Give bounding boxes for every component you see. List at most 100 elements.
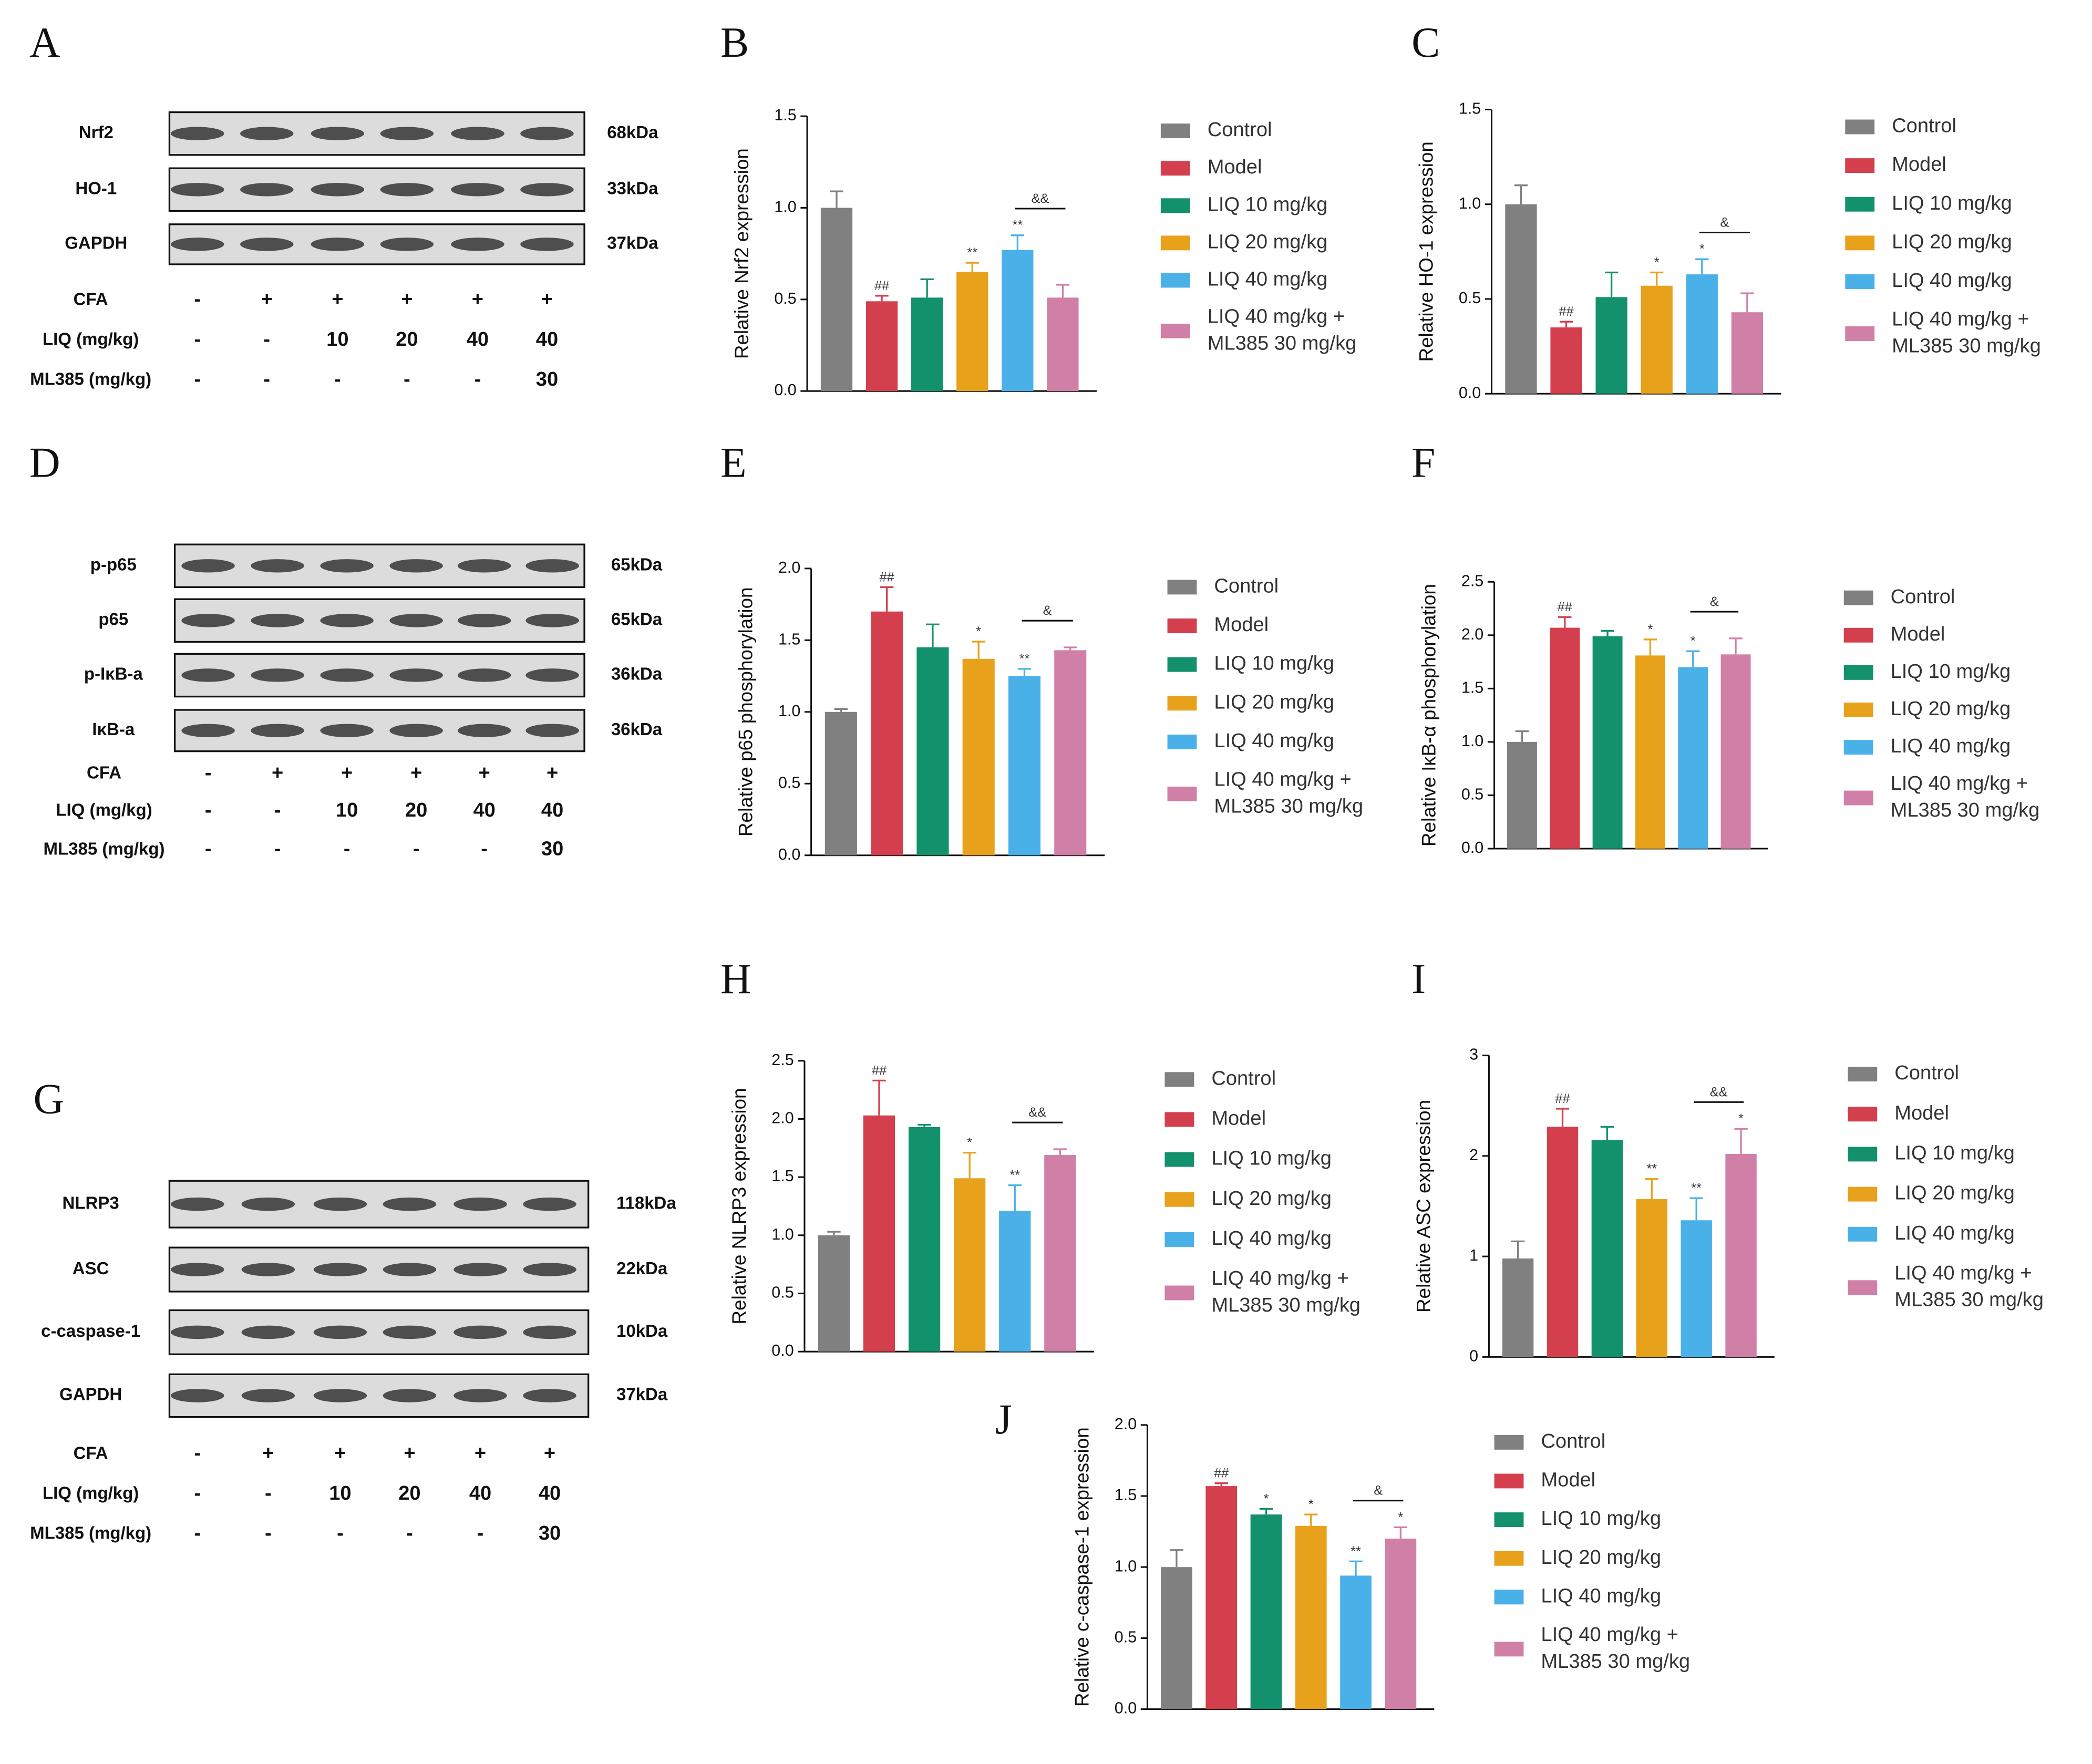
bar <box>1686 274 1718 394</box>
condition-label: LIQ (mg/kg) <box>43 1483 139 1503</box>
bracket-label: && <box>1031 191 1049 206</box>
y-tick-label: 1.5 <box>1459 100 1481 118</box>
bar <box>954 1178 986 1352</box>
bar <box>865 301 898 391</box>
y-tick-label: 1.5 <box>1115 1486 1137 1504</box>
error-bar <box>827 1231 841 1235</box>
y-tick-label: 1.0 <box>771 1225 793 1243</box>
error-bar <box>1555 1108 1570 1127</box>
y-axis-label: Relative ASC expression <box>1413 1100 1434 1313</box>
protein-label: HO-1 <box>75 179 117 198</box>
y-tick-label: 1.5 <box>774 106 796 124</box>
bar <box>1731 312 1764 394</box>
band <box>240 127 294 140</box>
error-bar <box>1695 258 1709 275</box>
band <box>241 1325 295 1339</box>
band <box>240 183 294 197</box>
size-label: 65kDa <box>611 610 663 629</box>
significance-mark: ** <box>1009 1168 1020 1183</box>
bracket-label: & <box>1720 215 1729 230</box>
blot-strip <box>173 709 585 752</box>
band <box>457 668 511 682</box>
condition-value: - <box>205 838 212 860</box>
legend-swatch <box>1164 1072 1194 1087</box>
condition-value: - <box>337 1522 344 1544</box>
significance-mark: * <box>967 1136 972 1150</box>
legend-label: LIQ 40 mg/kg <box>1541 1585 1661 1607</box>
error-bar <box>1689 1197 1703 1221</box>
protein-label: Nrf2 <box>79 122 114 142</box>
condition-value: - <box>194 288 201 311</box>
legend-swatch <box>1848 1187 1878 1202</box>
legend-label: LIQ 10 mg/kg <box>1891 661 2011 683</box>
band <box>313 1389 367 1402</box>
protein-label: p-p65 <box>90 554 137 574</box>
y-tick-label: 0.0 <box>778 845 800 863</box>
error-bar <box>1686 650 1700 667</box>
bar <box>1295 1525 1327 1709</box>
condition-label: CFA <box>87 763 121 782</box>
legend-label: LIQ 20 mg/kg <box>1211 1188 1332 1210</box>
y-tick-label: 0.5 <box>771 1284 793 1302</box>
size-label: 36kDa <box>611 719 663 739</box>
legend-label: LIQ 40 mg/kg <box>1891 735 2011 757</box>
bar <box>908 1127 941 1352</box>
condition-value: 40 <box>536 328 558 350</box>
blot-strip <box>168 1309 590 1355</box>
condition-value: - <box>477 1522 484 1544</box>
legend-label: Control <box>1208 119 1272 141</box>
condition-value: - <box>205 762 212 784</box>
legend-label: Control <box>1892 115 1956 137</box>
band <box>457 724 511 738</box>
significance-mark: ## <box>1214 1466 1229 1481</box>
legend-label: LIQ 40 mg/kg <box>1208 269 1328 291</box>
condition-value: - <box>413 838 420 860</box>
size-label: 65kDa <box>611 554 663 574</box>
protein-label: ASC <box>73 1258 109 1278</box>
legend-label: Model <box>1891 623 1945 645</box>
y-tick-label: 0 <box>1469 1347 1478 1365</box>
bar <box>1340 1575 1372 1709</box>
significance-mark: ** <box>1691 1181 1702 1195</box>
band <box>181 668 235 682</box>
legend-label: Model <box>1892 153 1946 176</box>
significance-mark: * <box>1398 1510 1403 1524</box>
band <box>241 1263 295 1276</box>
legend-swatch <box>1160 323 1190 338</box>
legend-label: Model <box>1211 1107 1266 1129</box>
y-tick-label: 0.5 <box>778 773 800 791</box>
legend-label: Model <box>1894 1102 1949 1124</box>
legend-swatch <box>1164 1192 1194 1207</box>
error-bar <box>1734 1128 1748 1154</box>
band <box>380 238 434 251</box>
band <box>170 1389 224 1402</box>
condition-value: + <box>262 1442 274 1464</box>
significance-mark: ** <box>1646 1162 1657 1177</box>
legend-swatch <box>1843 790 1873 806</box>
condition-value: + <box>410 762 422 784</box>
y-axis-label: Relative Nrf2 expression <box>731 148 753 359</box>
band <box>525 559 579 573</box>
legend-swatch <box>1160 273 1190 288</box>
blot-strip <box>168 223 585 265</box>
condition-value: - <box>194 368 201 390</box>
bar <box>1636 1199 1667 1357</box>
panel-letter: G <box>33 1076 64 1123</box>
band <box>251 724 304 738</box>
legend-label: Model <box>1208 156 1262 178</box>
bar <box>962 658 995 855</box>
legend-swatch <box>1167 696 1197 711</box>
condition-value: 30 <box>536 368 558 390</box>
legend-swatch <box>1843 740 1873 755</box>
error-bar <box>920 278 934 298</box>
band <box>170 1197 224 1211</box>
condition-value: - <box>265 1522 272 1544</box>
bar <box>1047 297 1079 391</box>
condition-value: + <box>478 762 490 784</box>
legend-label: Control <box>1211 1067 1276 1089</box>
condition-value: + <box>272 762 283 784</box>
bar <box>999 1211 1031 1352</box>
bar <box>1250 1514 1282 1709</box>
y-tick-label: 2 <box>1469 1146 1478 1164</box>
condition-value: - <box>205 799 212 821</box>
